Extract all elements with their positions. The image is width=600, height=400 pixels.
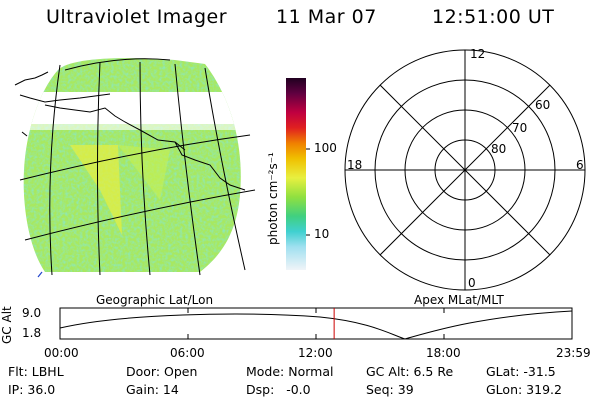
mlt-label-0: 0 [468,276,476,290]
instrument-title: Ultraviolet Imager [46,6,228,28]
timeline-xtick-1: 06:00 [170,346,205,360]
timeline-ytick-top: 9.0 [22,306,42,320]
colorbar [286,78,310,270]
colorbar-tick-100: 100 [314,141,337,155]
timeline-ylabel: GC Alt [0,306,14,344]
timeline-ytick-bottom: 1.8 [22,326,42,340]
geo-panel-label: Geographic Lat/Lon [96,293,214,307]
timeline-xtick-0: 00:00 [44,346,79,360]
info-door: Door: Open [126,364,198,379]
timeline-xtick-4: 23:59 [556,346,591,360]
timeline-xtick-2: 12:00 [298,346,333,360]
info-gain: Gain: 14 [126,382,179,397]
mlt-label-18: 18 [347,158,363,172]
info-filter: Flt: LBHL [8,364,64,379]
info-glon: GLon: 319.2 [486,382,562,397]
mlt-label-6: 6 [576,158,584,172]
mlt-label-12: 12 [470,47,486,61]
polar-grid [344,49,586,291]
altitude-timeline [59,307,573,340]
info-seq: Seq: 39 [366,382,414,397]
info-mode: Mode: Normal [246,364,334,379]
mlat-label-80: 80 [491,142,507,156]
geographic-image [14,58,256,278]
info-dsp: Dsp: -0.0 [246,382,311,397]
colorbar-label: photon cm⁻²s⁻¹ [266,152,280,245]
info-ip: IP: 36.0 [8,382,56,397]
timeline-xtick-3: 18:00 [426,346,461,360]
time-label: 12:51:00 UT [432,6,555,28]
mlat-label-60: 60 [535,98,551,112]
date-label: 11 Mar 07 [276,6,377,28]
info-gc-alt: GC Alt: 6.5 Re [366,364,454,379]
colorbar-tick-10: 10 [314,227,330,241]
polar-panel-label: Apex MLat/MLT [414,293,504,307]
mlat-label-70: 70 [512,121,528,135]
info-glat: GLat: -31.5 [486,364,556,379]
